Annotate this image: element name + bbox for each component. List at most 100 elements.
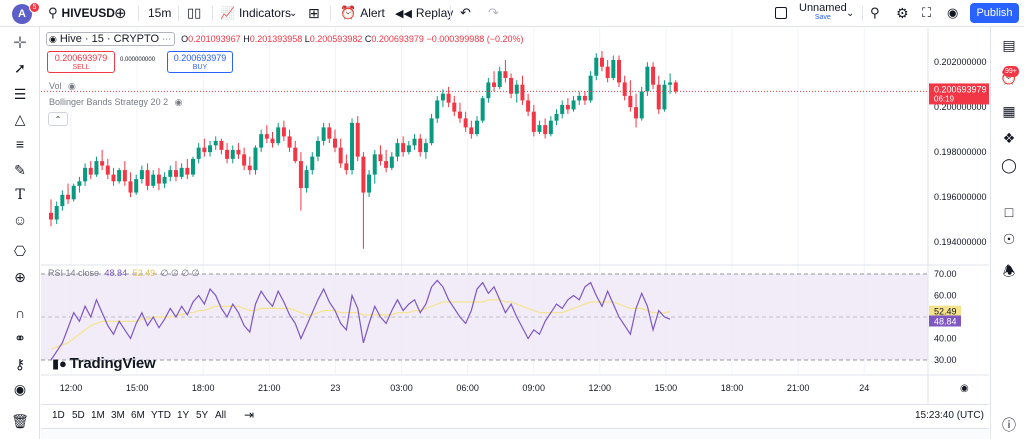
- brush-icon[interactable]: ✎: [14, 161, 26, 178]
- lock-drawings-icon[interactable]: ⚭: [14, 329, 26, 346]
- chevron-down-icon: ⌄: [846, 7, 855, 19]
- range-6m[interactable]: 6M: [131, 410, 145, 421]
- collapse-legend-button[interactable]: ⌃: [48, 112, 68, 126]
- goto-date-icon[interactable]: ⇥: [244, 408, 255, 422]
- calendar-icon[interactable]: ▦: [1002, 102, 1016, 119]
- fib-retracement-icon[interactable]: ☰: [13, 85, 27, 102]
- pattern-icon[interactable]: △: [14, 110, 26, 127]
- candle-body: [111, 174, 116, 182]
- zoom-in-icon[interactable]: ⊕: [14, 268, 26, 285]
- snapshot-button[interactable]: ◉: [947, 0, 958, 26]
- candle-body: [304, 170, 309, 189]
- candle-body: [457, 111, 462, 119]
- range-3m[interactable]: 3M: [111, 410, 125, 421]
- eye-off-icon[interactable]: ◉: [174, 97, 183, 107]
- eye-off-icon[interactable]: ◉: [68, 81, 76, 91]
- watchlist-icon[interactable]: ▤: [1002, 36, 1016, 53]
- candle-body: [100, 161, 105, 166]
- rsi-legend-ma-value: 52.49: [132, 268, 156, 278]
- candle-body: [117, 170, 122, 182]
- layout-name-button[interactable]: Unnamed Save: [799, 0, 847, 26]
- replay-button[interactable]: ◀◀ Replay: [395, 0, 453, 26]
- rsi-legend[interactable]: RSI 14 close 48.84 52.49 ∅ ∅ ∅ ∅: [48, 268, 200, 278]
- bollinger-legend[interactable]: Bollinger Bands Strategy 20 2 ◉: [49, 97, 183, 107]
- rewind-icon: ◀◀: [395, 7, 412, 20]
- ideas-bulb-icon[interactable]: ◯: [1001, 156, 1017, 173]
- indicators-icon: 📈: [220, 6, 235, 20]
- text-tool-icon[interactable]: T: [15, 187, 25, 203]
- bottom-toolbar: 1D 5D 1M 3M 6M YTD 1Y 5Y All ⇥ 15:23:40 …: [41, 404, 989, 426]
- user-avatar[interactable]: A: [12, 4, 32, 24]
- chart-type-button[interactable]: ▯▯: [187, 0, 201, 26]
- candle-body: [287, 136, 292, 148]
- undo-button[interactable]: ↶: [460, 0, 471, 26]
- candle-body: [310, 156, 315, 171]
- unlock-icon[interactable]: ⚷: [14, 355, 26, 372]
- symbol-legend[interactable]: ◉ Hive · 15 · CRYPTO ⋯: [46, 32, 176, 46]
- utc-clock[interactable]: 15:23:40 (UTC): [915, 410, 984, 421]
- volume-legend[interactable]: Vol ◉: [49, 81, 76, 91]
- alert-button[interactable]: ⏰ Alert: [340, 0, 385, 26]
- time-tick-label: 15:00: [126, 383, 149, 393]
- range-all[interactable]: All: [215, 410, 227, 421]
- notifications-bell-icon[interactable]: 🕭: [1002, 263, 1016, 279]
- candle-body: [605, 66, 610, 78]
- publish-button[interactable]: Publish: [970, 3, 1019, 23]
- range-1y[interactable]: 1Y: [177, 410, 190, 421]
- tradingview-logo[interactable]: ▮● TradingView: [52, 355, 156, 372]
- candle-body: [611, 59, 616, 78]
- more-dots-icon[interactable]: ⋯: [162, 33, 172, 44]
- range-ytd[interactable]: YTD: [151, 410, 171, 421]
- candles: [49, 50, 678, 249]
- candle-body: [151, 174, 156, 186]
- range-5d[interactable]: 5D: [72, 410, 85, 421]
- settings-button[interactable]: ⚙: [896, 0, 909, 26]
- plus-circle-icon: ⊕: [114, 5, 127, 22]
- symbol-search[interactable]: ⚲ HIVEUSD: [48, 0, 115, 26]
- candle-body: [60, 194, 65, 207]
- trash-icon[interactable]: 🗑: [11, 412, 29, 429]
- candle-body: [128, 181, 133, 193]
- help-icon[interactable]: ⓘ: [1002, 417, 1016, 433]
- time-tick-label: 09:00: [522, 383, 545, 393]
- layouts-button[interactable]: ⊞: [308, 0, 320, 26]
- buy-button[interactable]: 0.200693979 BUY: [167, 51, 233, 73]
- range-5y[interactable]: 5Y: [196, 410, 209, 421]
- layers-icon[interactable]: ❖: [1002, 129, 1016, 146]
- candle-body: [662, 84, 667, 110]
- range-1m[interactable]: 1M: [91, 410, 105, 421]
- candle-body: [514, 84, 519, 94]
- candle-body: [378, 154, 383, 162]
- layout-checkbox[interactable]: [775, 0, 787, 26]
- fullscreen-button[interactable]: ⛶: [922, 0, 931, 26]
- time-axis: 12:00 15:00 18:00 21:00 23 03:00 06:00 09:00 12:…: [60, 383, 869, 393]
- compare-button[interactable]: ⊕: [114, 0, 127, 26]
- candle-body: [480, 98, 485, 121]
- trend-line-icon[interactable]: ➚: [14, 59, 26, 76]
- chat-icon[interactable]: □: [1004, 204, 1014, 220]
- indicators-dropdown[interactable]: ⌄: [289, 0, 297, 26]
- time-tick-label: 24: [859, 383, 869, 393]
- time-axis-settings-icon[interactable]: ◉: [960, 383, 969, 394]
- price-chart[interactable]: 0.202000000 0.200000000 0.198000000 0.19600…: [41, 28, 989, 404]
- candle-body: [208, 145, 213, 153]
- quick-search-button[interactable]: ⚲: [870, 0, 880, 26]
- layout-name: Unnamed: [799, 2, 847, 14]
- indicators-button[interactable]: 📈 Indicators: [220, 0, 291, 26]
- layout-dropdown[interactable]: ⌄: [846, 0, 854, 26]
- eye-icon[interactable]: ◉: [13, 380, 27, 397]
- crosshair-icon[interactable]: ✛: [13, 35, 27, 52]
- magnet-icon[interactable]: ∩: [14, 305, 26, 321]
- ruler-icon[interactable]: ⎔: [13, 242, 27, 259]
- emoji-icon[interactable]: ☺: [12, 212, 28, 228]
- sell-button[interactable]: 0.200693979 SELL: [47, 51, 115, 73]
- countdown-label: 06:19: [934, 94, 955, 103]
- forecast-icon[interactable]: ≡: [15, 136, 25, 152]
- range-1d[interactable]: 1D: [52, 410, 65, 421]
- eye-icon[interactable]: ◉: [49, 33, 57, 44]
- redo-button[interactable]: ↷: [488, 0, 499, 26]
- main-legend: ◉ Hive · 15 · CRYPTO ⋯ O0.201093967 H0.2…: [46, 32, 524, 46]
- candle-body: [293, 147, 298, 162]
- streams-icon[interactable]: ☉: [1002, 230, 1016, 247]
- interval-button[interactable]: 15m: [148, 6, 172, 20]
